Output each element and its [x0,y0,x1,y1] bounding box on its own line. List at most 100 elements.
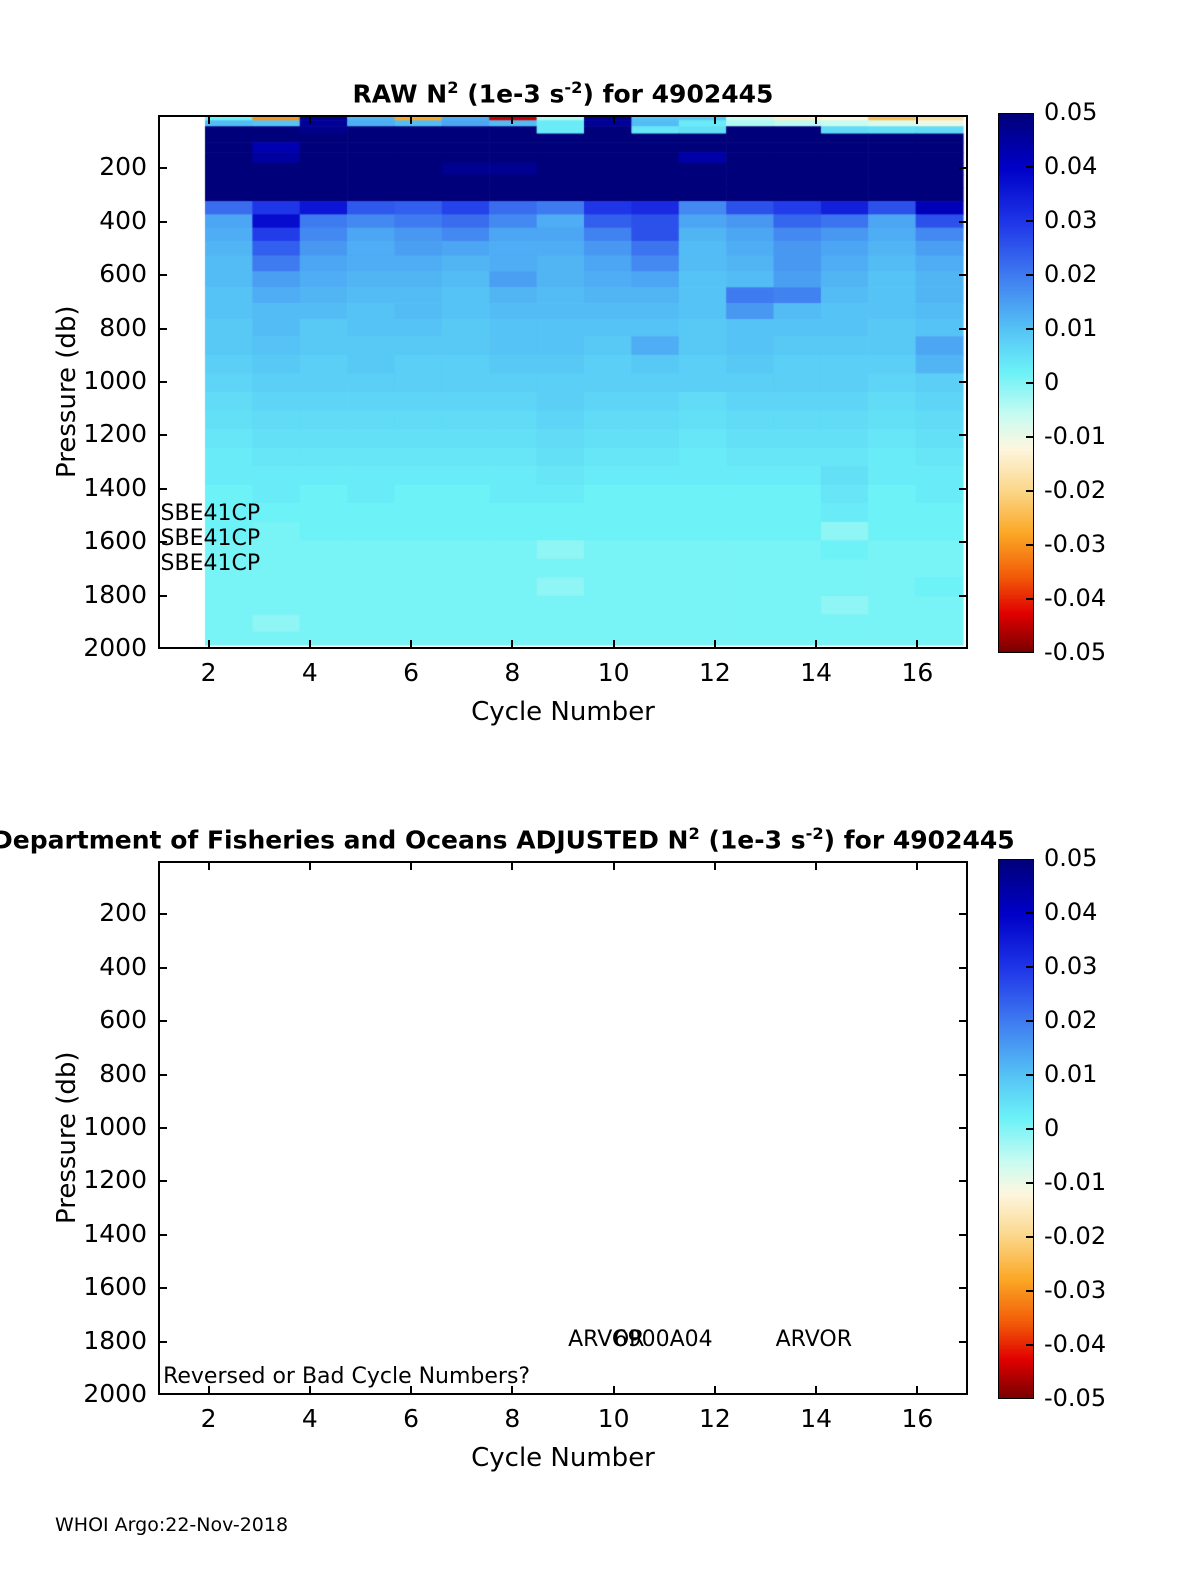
x-tick-label: 4 [301,658,318,687]
colorbar-tick-mark [1026,544,1034,546]
y-tick-mark [959,220,968,223]
y-tick-mark [158,327,167,330]
y-tick-mark [959,381,968,383]
colorbar-tick-mark [1026,1236,1034,1238]
raw-x-axis-label: Cycle Number [471,697,655,727]
x-tick-mark [511,640,514,649]
colorbar-tick-label: -0.02 [1044,1222,1107,1250]
x-tick-mark [916,1386,919,1395]
x-tick-mark [207,1386,210,1395]
colorbar-tick-label: -0.05 [1044,1384,1107,1412]
colorbar-tick-mark [1026,490,1034,492]
colorbar-tick-mark [1026,1344,1034,1346]
x-tick-mark [916,640,919,649]
y-tick-label: 2000 [83,1379,147,1408]
x-tick-label: 4 [301,1404,318,1433]
colorbar-tick-mark [1026,966,1034,968]
plot-annotation: SBE41CP [160,525,261,551]
x-tick-label: 10 [597,1404,630,1433]
plot-annotation: 6900A04 [613,1326,713,1352]
colorbar-tick-mark [1026,328,1034,330]
y-tick-mark [158,434,167,437]
x-tick-label: 14 [800,1404,833,1433]
x-tick-mark [410,640,413,649]
x-tick-label: 16 [901,658,934,687]
raw-y-axis-label: Pressure (db) [52,305,82,478]
x-tick-mark [713,115,716,124]
colorbar-tick-label: 0.05 [1044,844,1098,872]
plot-annotation: SBE41CP [160,500,261,526]
colorbar-tick-mark [1026,1020,1034,1022]
y-tick-mark [959,434,968,437]
colorbar-tick-label: 0.05 [1044,98,1098,126]
x-tick-mark [308,115,311,124]
y-tick-mark [158,1073,167,1076]
x-tick-mark [207,640,210,649]
colorbar-tick-label: -0.05 [1044,638,1107,666]
plot-annotation: ARVOR [775,1326,853,1352]
y-tick-mark [158,1180,167,1183]
y-tick-label: 400 [99,205,147,235]
y-tick-mark [158,487,167,490]
raw-panel-title: RAW N2 (1e-3 s-2) for 4902445 [352,78,774,109]
adjusted-heatmap-canvas [160,863,966,1393]
y-tick-mark [959,1233,968,1236]
y-tick-label: 600 [99,259,147,289]
y-tick-mark [158,220,167,223]
y-tick-mark [959,913,968,916]
colorbar-tick-label: -0.01 [1044,422,1107,450]
y-tick-label: 2000 [83,633,147,662]
colorbar-tick-mark [1026,1128,1034,1130]
adjusted-y-axis-label: Pressure (db) [52,1051,82,1224]
x-tick-mark [612,861,615,870]
x-tick-label: 14 [800,658,833,687]
y-tick-label: 1600 [83,526,147,556]
colorbar-tick-label: -0.03 [1044,530,1107,558]
plot-annotation: Reversed or Bad Cycle Numbers? [163,1363,531,1389]
colorbar-tick-mark [1026,598,1034,600]
x-tick-mark [410,1386,413,1395]
y-tick-mark [158,167,167,170]
y-tick-mark [959,327,968,330]
x-tick-mark [612,1386,615,1395]
y-tick-label: 800 [99,312,147,342]
colorbar-tick-mark [1026,912,1034,914]
adjusted-x-axis-label: Cycle Number [471,1443,655,1473]
x-tick-label: 10 [597,658,630,687]
x-tick-mark [308,1386,311,1395]
x-tick-mark [612,640,615,649]
y-tick-label: 800 [99,1058,147,1088]
raw-heatmap-canvas [160,117,966,647]
plot-annotation: SBE41CP [160,551,261,577]
y-tick-label: 400 [99,951,147,981]
y-tick-mark [158,381,167,383]
y-tick-mark [959,1340,968,1343]
colorbar-tick-mark [1026,166,1034,168]
colorbar-tick-label: -0.02 [1044,476,1107,504]
colorbar-tick-mark [1026,220,1034,222]
y-tick-label: 600 [99,1005,147,1035]
y-tick-mark [959,167,968,170]
y-tick-mark [158,1287,167,1290]
x-tick-mark [815,861,818,870]
x-tick-label: 12 [698,1404,731,1433]
colorbar-tick-label: -0.01 [1044,1168,1107,1196]
x-tick-mark [916,861,919,870]
y-tick-mark [959,1020,968,1023]
y-tick-mark [959,487,968,490]
x-tick-mark [410,115,413,124]
x-tick-mark [713,861,716,870]
y-tick-mark [959,1073,968,1076]
colorbar-tick-mark [1026,274,1034,276]
x-tick-mark [511,1386,514,1395]
x-tick-label: 6 [403,658,420,687]
x-tick-mark [511,115,514,124]
y-tick-label: 1200 [83,419,147,449]
y-tick-label: 1200 [83,1165,147,1195]
adjusted-panel-title: Department of Fisheries and Oceans ADJUS… [0,824,1015,855]
colorbar-tick-label: 0.02 [1044,1006,1098,1034]
colorbar-tick-label: 0 [1044,1114,1060,1142]
x-tick-label: 12 [698,658,731,687]
y-tick-mark [158,594,167,597]
x-tick-mark [713,640,716,649]
